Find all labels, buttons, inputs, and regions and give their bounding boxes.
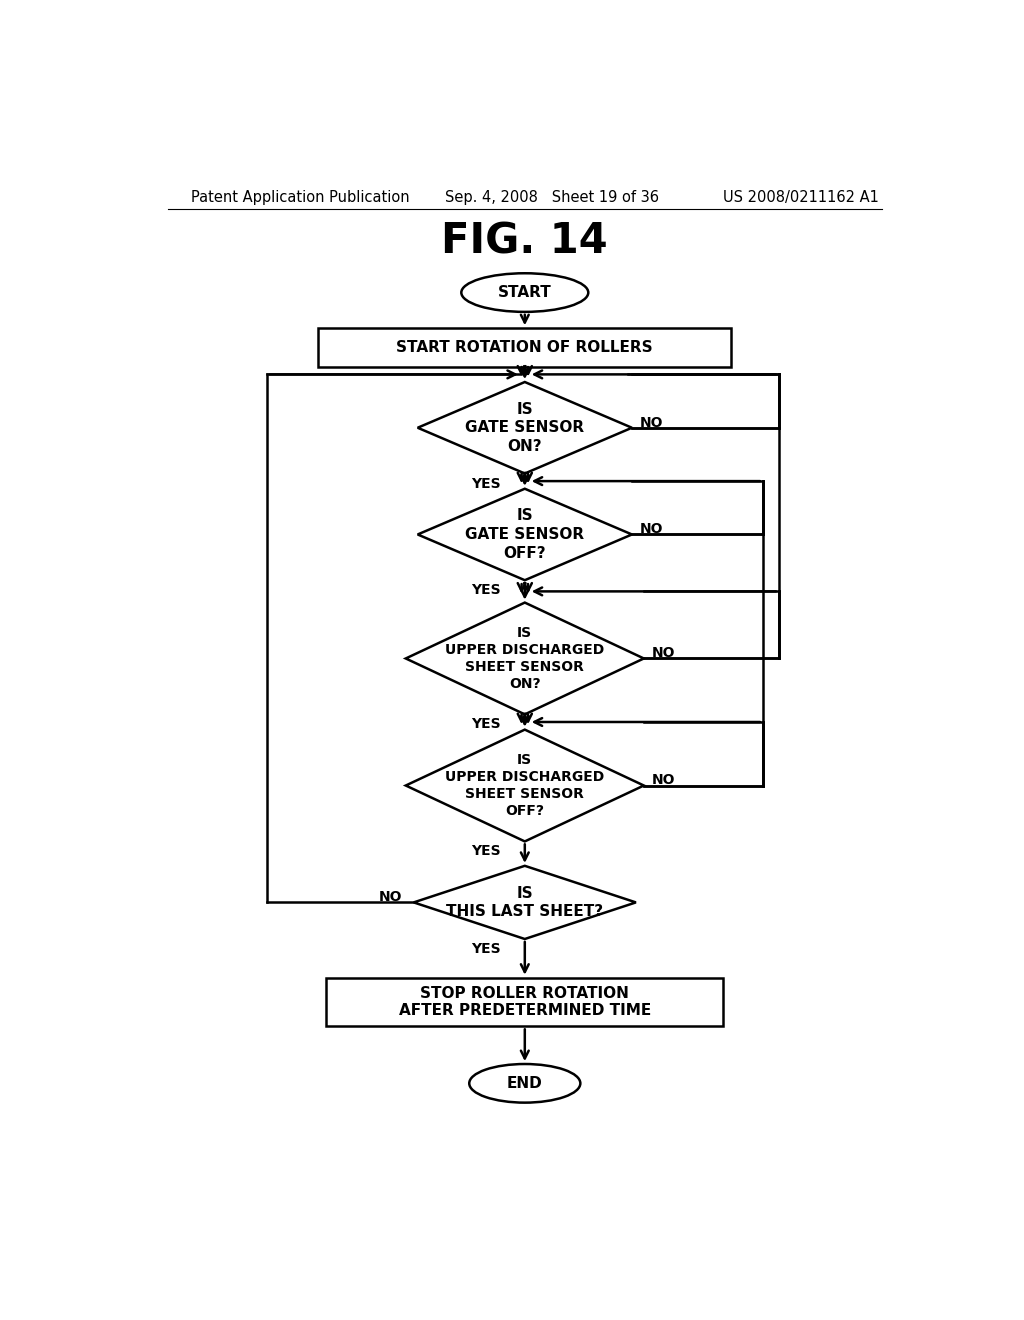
Text: FIG. 14: FIG. 14 bbox=[441, 220, 608, 263]
Text: Sep. 4, 2008   Sheet 19 of 36: Sep. 4, 2008 Sheet 19 of 36 bbox=[445, 190, 659, 205]
Text: END: END bbox=[507, 1076, 543, 1090]
Text: NO: NO bbox=[378, 890, 401, 904]
Text: NO: NO bbox=[652, 647, 675, 660]
Text: START ROTATION OF ROLLERS: START ROTATION OF ROLLERS bbox=[396, 341, 653, 355]
Text: US 2008/0211162 A1: US 2008/0211162 A1 bbox=[723, 190, 879, 205]
Text: START: START bbox=[498, 285, 552, 300]
Bar bbox=[318, 329, 731, 367]
Text: Patent Application Publication: Patent Application Publication bbox=[191, 190, 411, 205]
Text: IS
UPPER DISCHARGED
SHEET SENSOR
OFF?: IS UPPER DISCHARGED SHEET SENSOR OFF? bbox=[445, 752, 604, 818]
Text: IS
GATE SENSOR
ON?: IS GATE SENSOR ON? bbox=[465, 401, 585, 454]
Text: STOP ROLLER ROTATION
AFTER PREDETERMINED TIME: STOP ROLLER ROTATION AFTER PREDETERMINED… bbox=[398, 986, 651, 1018]
Text: YES: YES bbox=[471, 718, 501, 731]
Text: YES: YES bbox=[471, 942, 501, 956]
Text: IS
THIS LAST SHEET?: IS THIS LAST SHEET? bbox=[446, 886, 603, 919]
Text: YES: YES bbox=[471, 477, 501, 491]
Text: NO: NO bbox=[640, 523, 664, 536]
Text: NO: NO bbox=[652, 774, 675, 788]
Text: NO: NO bbox=[640, 416, 664, 430]
Text: YES: YES bbox=[471, 845, 501, 858]
Text: YES: YES bbox=[471, 583, 501, 597]
Bar bbox=[327, 978, 723, 1027]
Text: IS
GATE SENSOR
OFF?: IS GATE SENSOR OFF? bbox=[465, 508, 585, 561]
Text: IS
UPPER DISCHARGED
SHEET SENSOR
ON?: IS UPPER DISCHARGED SHEET SENSOR ON? bbox=[445, 626, 604, 692]
